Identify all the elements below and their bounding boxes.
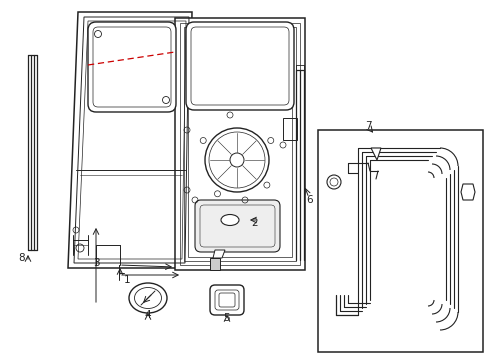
Text: 2: 2 <box>251 218 258 228</box>
Text: 1: 1 <box>123 275 130 285</box>
FancyBboxPatch shape <box>195 200 280 252</box>
Polygon shape <box>460 184 474 200</box>
Text: 3: 3 <box>93 258 99 268</box>
Polygon shape <box>213 250 224 258</box>
Text: 8: 8 <box>19 253 25 263</box>
FancyBboxPatch shape <box>209 285 244 315</box>
Polygon shape <box>209 258 220 270</box>
FancyBboxPatch shape <box>185 22 293 110</box>
Bar <box>317 130 482 352</box>
Ellipse shape <box>221 215 239 225</box>
FancyBboxPatch shape <box>88 22 176 112</box>
Ellipse shape <box>129 283 167 313</box>
Bar <box>283 118 296 140</box>
Text: 4: 4 <box>144 310 151 320</box>
Polygon shape <box>370 148 380 160</box>
Text: 7: 7 <box>364 121 370 131</box>
Text: 5: 5 <box>223 313 230 323</box>
Polygon shape <box>175 18 305 270</box>
Text: 6: 6 <box>306 195 313 205</box>
Polygon shape <box>68 12 192 268</box>
